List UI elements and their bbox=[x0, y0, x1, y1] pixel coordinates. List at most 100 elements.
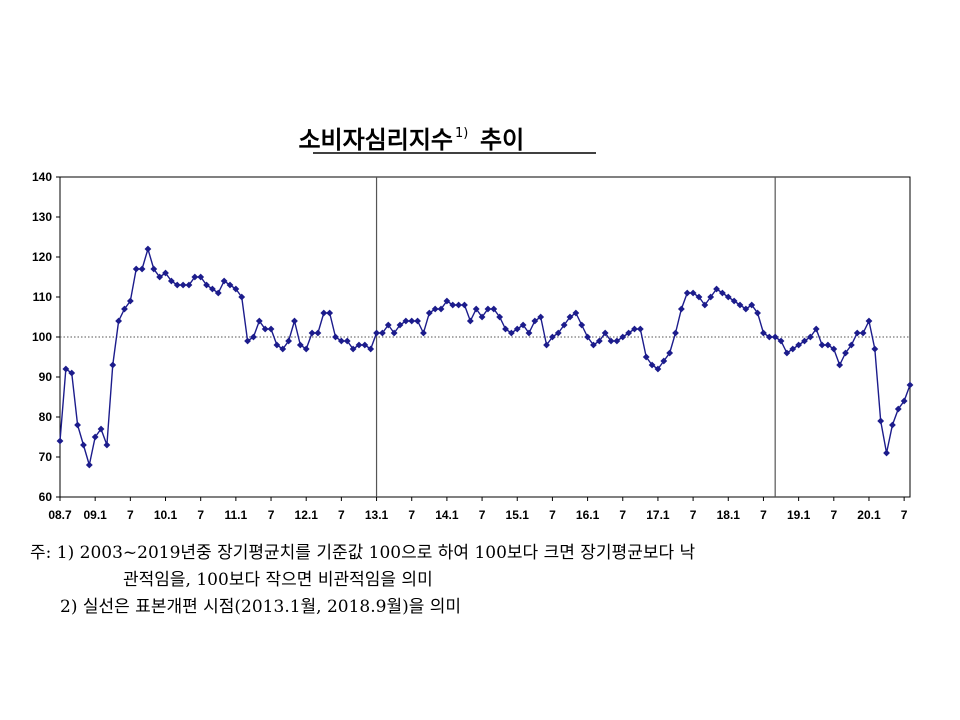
data-point bbox=[302, 345, 310, 353]
data-point bbox=[197, 273, 205, 281]
data-point bbox=[654, 365, 662, 373]
y-tick-label: 60 bbox=[39, 490, 53, 504]
data-point bbox=[765, 333, 773, 341]
data-point bbox=[156, 273, 164, 281]
data-point bbox=[332, 333, 339, 341]
data-point bbox=[613, 337, 621, 345]
x-tick-label: 7 bbox=[760, 508, 767, 522]
data-point bbox=[724, 293, 732, 301]
y-tick-label: 120 bbox=[32, 250, 52, 264]
data-point bbox=[326, 309, 334, 317]
data-point bbox=[337, 337, 345, 345]
x-tick-label: 13.1 bbox=[365, 508, 389, 522]
data-point bbox=[279, 345, 287, 353]
data-point bbox=[713, 285, 720, 293]
data-point bbox=[343, 337, 351, 345]
data-point bbox=[238, 293, 246, 301]
data-point bbox=[214, 289, 222, 297]
x-tick-label: 7 bbox=[338, 508, 345, 522]
data-point bbox=[420, 329, 427, 337]
y-tick-label: 130 bbox=[32, 210, 52, 224]
data-point bbox=[103, 441, 111, 449]
x-tick-label: 14.1 bbox=[435, 508, 459, 522]
data-point bbox=[97, 425, 105, 433]
data-point bbox=[894, 405, 902, 413]
data-point bbox=[554, 329, 562, 337]
data-point bbox=[74, 421, 81, 429]
data-point bbox=[701, 301, 709, 309]
data-point bbox=[437, 305, 445, 313]
chart-title-main: 소비자심리지수 bbox=[298, 126, 453, 154]
data-point bbox=[414, 317, 421, 325]
x-tick-label: 08.7 bbox=[48, 508, 72, 522]
x-tick-label: 09.1 bbox=[83, 508, 107, 522]
data-point bbox=[162, 269, 169, 277]
data-point bbox=[109, 361, 117, 369]
data-point bbox=[748, 301, 756, 309]
data-point bbox=[584, 333, 591, 341]
data-point bbox=[566, 313, 574, 321]
chart-title: 소비자심리지수 1) 추이 bbox=[298, 126, 596, 154]
data-point bbox=[818, 341, 826, 349]
y-tick-label: 110 bbox=[33, 290, 53, 304]
x-tick-label: 7 bbox=[830, 508, 837, 522]
data-point bbox=[789, 345, 797, 353]
data-point bbox=[408, 317, 416, 325]
data-point bbox=[68, 369, 76, 377]
data-point bbox=[250, 333, 257, 341]
series-line bbox=[59, 246, 911, 466]
data-point bbox=[461, 301, 468, 309]
reference-layer bbox=[60, 177, 910, 497]
data-point bbox=[507, 329, 515, 337]
data-point bbox=[267, 325, 275, 333]
data-point bbox=[402, 317, 410, 325]
x-tick-label: 7 bbox=[127, 508, 134, 522]
data-point bbox=[683, 289, 691, 297]
data-point bbox=[648, 361, 656, 369]
data-point bbox=[531, 317, 539, 325]
data-point bbox=[220, 277, 228, 285]
data-point bbox=[795, 341, 803, 349]
data-point bbox=[642, 353, 650, 361]
footnote-1-line-1: 주: 1) 2003~2019년중 장기평균치를 기준값 100으로 하여 10… bbox=[30, 543, 696, 563]
data-point bbox=[549, 333, 556, 341]
chart-title-suffix: 추이 bbox=[480, 126, 524, 154]
data-point bbox=[595, 337, 603, 345]
series-layer bbox=[56, 245, 914, 469]
data-point bbox=[261, 325, 269, 333]
data-point bbox=[185, 281, 193, 289]
data-point bbox=[824, 341, 832, 349]
x-tick-label: 7 bbox=[479, 508, 486, 522]
data-point bbox=[677, 305, 685, 313]
data-point bbox=[502, 325, 509, 333]
footnote-1-line-2: 관적임을, 100보다 작으면 비관적임을 의미 bbox=[123, 570, 433, 590]
data-point bbox=[806, 333, 814, 341]
data-point bbox=[179, 281, 187, 289]
data-point bbox=[443, 297, 451, 305]
x-tick-label: 7 bbox=[901, 508, 908, 522]
data-point bbox=[736, 301, 744, 309]
y-tick-label: 70 bbox=[39, 450, 53, 464]
footnotes: 주: 1) 2003~2019년중 장기평균치를 기준값 100으로 하여 10… bbox=[30, 540, 950, 621]
data-point bbox=[636, 325, 644, 333]
x-tick-label: 7 bbox=[197, 508, 204, 522]
data-point bbox=[519, 321, 527, 329]
data-point bbox=[379, 329, 386, 337]
x-axis-ticks: 08.7 09.1 7 10.1 7 11.1 7 12.1 7 13.1 7 14.1 7 15.1 7 1… bbox=[48, 497, 908, 522]
data-point bbox=[173, 281, 181, 289]
data-point bbox=[226, 281, 234, 289]
data-point bbox=[373, 329, 380, 337]
data-point bbox=[115, 317, 123, 325]
data-point bbox=[355, 341, 363, 349]
data-point bbox=[209, 285, 216, 293]
x-tick-label: 19.1 bbox=[787, 508, 811, 522]
data-point bbox=[150, 265, 158, 273]
data-point bbox=[525, 329, 533, 337]
data-point bbox=[320, 309, 328, 317]
data-point bbox=[367, 345, 375, 353]
data-point bbox=[85, 461, 93, 469]
data-point bbox=[619, 333, 627, 341]
x-tick-label: 16.1 bbox=[576, 508, 600, 522]
data-point bbox=[466, 317, 474, 325]
x-tick-label: 7 bbox=[408, 508, 415, 522]
